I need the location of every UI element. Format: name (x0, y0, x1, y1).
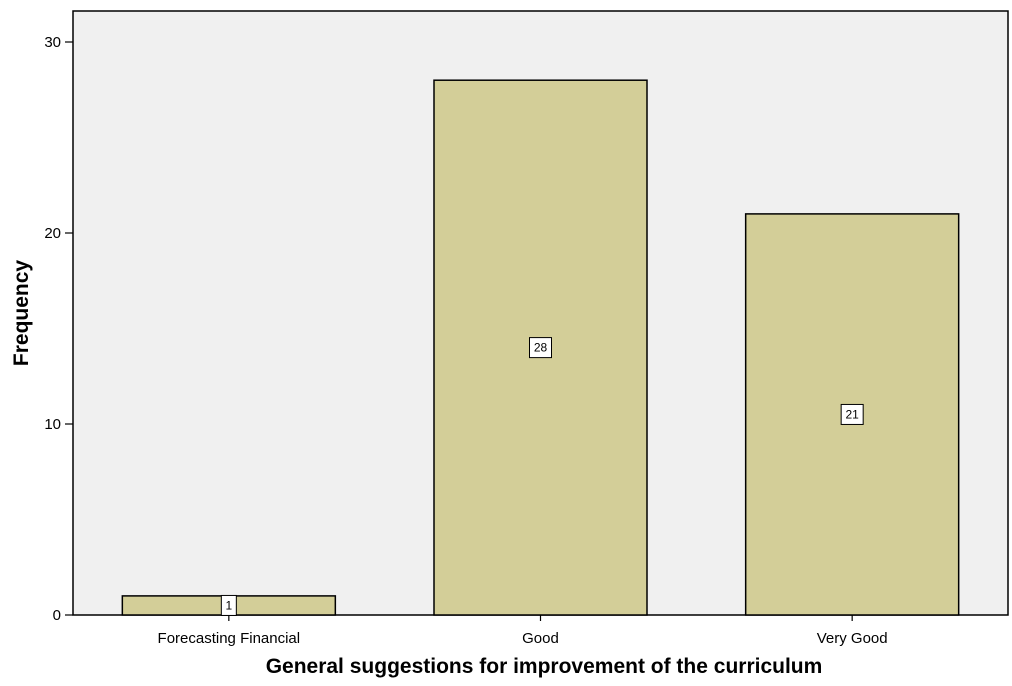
data-label-box-0 (220, 594, 237, 616)
x-tick-label-1: Good (522, 630, 559, 647)
x-tick-label-0: Forecasting Financial (158, 630, 301, 647)
data-label-box-1 (529, 337, 552, 359)
data-label-2: 21 (845, 407, 859, 421)
data-labels-layer: 1 28 21 (220, 337, 864, 616)
x-axis: Forecasting Financial Good Very Good (158, 615, 888, 647)
y-tick-label-1: 10 (44, 416, 61, 433)
x-axis-title: General suggestions for improvement of t… (266, 655, 823, 678)
y-tick-label-2: 20 (44, 225, 61, 242)
y-tick-label-3: 30 (44, 34, 61, 51)
data-label-box-2 (840, 403, 864, 425)
data-label-0: 1 (225, 598, 232, 612)
y-tick-label-0: 0 (53, 607, 61, 624)
data-label-1: 28 (534, 341, 548, 355)
x-tick-label-2: Very Good (817, 630, 888, 647)
y-axis-title: Frequency (10, 260, 33, 367)
y-axis: 0 10 20 30 (44, 34, 73, 624)
